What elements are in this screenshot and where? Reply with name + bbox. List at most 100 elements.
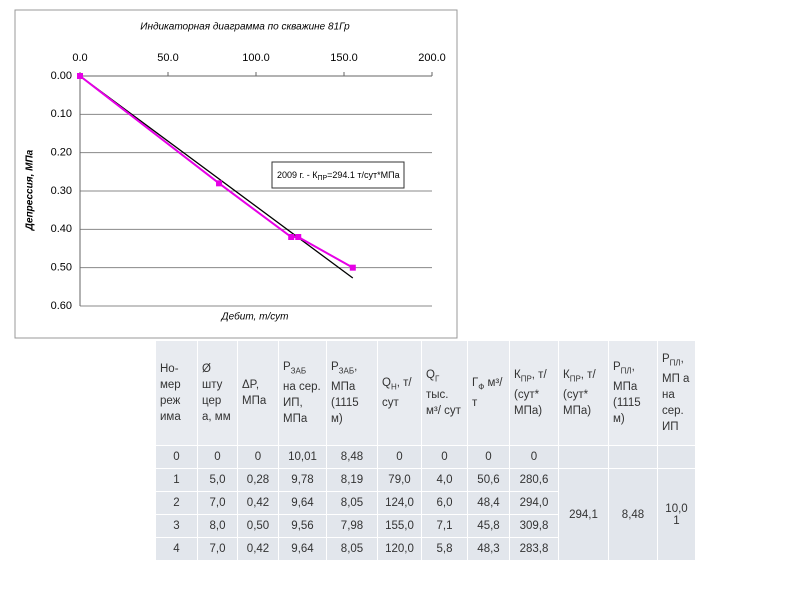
table-cell: 0,42	[237, 537, 279, 561]
header-sub: ПР	[520, 374, 532, 384]
header-main: P	[613, 360, 621, 373]
table-cell: 5,8	[421, 537, 468, 561]
table-cell: 10,01	[278, 445, 327, 469]
header-sub: Г	[434, 374, 440, 384]
header-sub: Н	[390, 382, 397, 392]
table-row: 4 7,0 0,42 9,64 8,05 120,0 5,8 48,3 283,8	[155, 537, 696, 561]
header-rest: м³/т	[472, 376, 503, 410]
header-sub: ПР	[569, 374, 581, 384]
table-cell: 7,98	[326, 514, 378, 538]
empty-cell	[608, 445, 658, 469]
y-tick-label: 0.00	[51, 70, 72, 82]
table-cell: 8,19	[326, 468, 378, 492]
header-sub: Ф	[478, 382, 485, 392]
y-tick-label: 0.60	[51, 300, 72, 312]
table-cell: 9,78	[278, 468, 327, 492]
annotation-part: 2009 г. - К	[277, 170, 318, 180]
table-cell: 6,0	[421, 491, 468, 515]
header-rest: , т/ (сут* МПа)	[514, 368, 547, 418]
header-main: ΔP, МПа	[242, 379, 267, 407]
table-cell: 0	[509, 445, 559, 469]
header-main: Г	[472, 376, 479, 389]
table-cell: 280,6	[509, 468, 559, 492]
table-cell: 5,0	[197, 468, 238, 492]
y-tick-label: 0.50	[51, 262, 72, 274]
table-cell: 9,64	[278, 491, 327, 515]
header-sub: ПЛ	[620, 366, 632, 376]
x-tick-label: 50.0	[157, 52, 178, 64]
header-cell: ГФ м³/т	[467, 340, 510, 446]
header-rest: , МПа (1115 м)	[331, 360, 359, 426]
data-point	[288, 234, 295, 240]
table-cell: 0	[377, 445, 422, 469]
merged-cell: 10,0 1	[657, 468, 696, 561]
table-cell: 0	[155, 445, 198, 469]
header-row: Но-мер реж има Ø шту цер а, мм ΔP, МПа PЗАБ…	[155, 340, 696, 446]
table-cell: 3	[155, 514, 198, 538]
data-table: Но-мер реж има Ø шту цер а, мм ΔP, МПа PЗАБ…	[155, 340, 696, 561]
y-axis-label: Депрессия, МПа	[25, 149, 36, 231]
table-cell: 0,50	[237, 514, 279, 538]
data-point	[295, 234, 302, 240]
merged-cell: 294,1	[558, 468, 609, 561]
header-rest: , т/ сут	[382, 376, 412, 410]
header-sub: ПЛ	[669, 358, 681, 368]
annotation-part: =294.1 т/сут*МПа	[327, 170, 400, 180]
header-cell: Ø шту цер а, мм	[197, 340, 238, 446]
header-sub: ЗАБ	[290, 366, 307, 376]
x-tick-label: 200.0	[418, 52, 446, 64]
x-axis-label: Дебит, т/сут	[221, 311, 289, 323]
data-point	[77, 73, 83, 79]
header-main: Q	[382, 376, 391, 389]
header-main: К	[563, 368, 570, 381]
table-cell: 50,6	[467, 468, 510, 492]
table-cell: 283,8	[509, 537, 559, 561]
header-cell: КПР, т/ (сут* МПа)	[509, 340, 559, 446]
y-tick-label: 0.10	[51, 108, 72, 120]
x-tick-label: 0.0	[72, 52, 87, 64]
header-rest: тыс. м³/ сут	[426, 389, 461, 418]
header-main: Но-мер реж има	[160, 363, 181, 423]
table-cell: 8,05	[326, 537, 378, 561]
header-cell: QГ тыс. м³/ сут	[421, 340, 468, 446]
annotation-box	[271, 161, 405, 189]
table-cell: 0,28	[237, 468, 279, 492]
table-row: 1 5,0 0,28 9,78 8,19 79,0 4,0 50,6 280,6 294,1 8,4…	[155, 468, 696, 561]
header-main: P	[283, 360, 291, 373]
empty-cell	[657, 445, 696, 469]
table-cell: 45,8	[467, 514, 510, 538]
header-cell: QН, т/ сут	[377, 340, 422, 446]
table-cell: 155,0	[377, 514, 422, 538]
table-cell: 0	[467, 445, 510, 469]
header-cell: PПЛ, МП а на сер. ИП	[657, 340, 696, 446]
y-tick-label: 0.40	[51, 223, 72, 235]
table-cell: 124,0	[377, 491, 422, 515]
header-rest: , т/ (сут* МПа)	[563, 368, 596, 418]
header-cell: КПР, т/ (сут* МПа)	[558, 340, 609, 446]
table-cell: 8,05	[326, 491, 378, 515]
table-row: 0 0 0 10,01 8,48 0 0 0 0	[155, 445, 696, 469]
y-tick-label: 0.30	[51, 185, 72, 197]
table-cell: 9,56	[278, 514, 327, 538]
header-sub: ЗАБ	[338, 366, 355, 376]
table-cell: 1	[155, 468, 198, 492]
table-cell: 120,0	[377, 537, 422, 561]
header-rest: , МПа (1115 м)	[613, 360, 641, 426]
header-main: Q	[426, 368, 435, 381]
table-cell: 4,0	[421, 468, 468, 492]
table-row: 3 8,0 0,50 9,56 7,98 155,0 7,1 45,8 309,8	[155, 514, 696, 538]
x-tick-label: 150.0	[330, 52, 358, 64]
table-cell: 8,0	[197, 514, 238, 538]
y-tick-label: 0.20	[51, 147, 72, 159]
table-cell: 2	[155, 491, 198, 515]
merged-cell: 8,48	[608, 468, 658, 561]
table-cell: 7,1	[421, 514, 468, 538]
table-cell: 0	[197, 445, 238, 469]
table-cell: 48,3	[467, 537, 510, 561]
table-cell: 0	[421, 445, 468, 469]
header-main: P	[331, 360, 339, 373]
table-cell: 0,42	[237, 491, 279, 515]
trendline	[79, 75, 354, 279]
header-main: P	[662, 352, 670, 365]
